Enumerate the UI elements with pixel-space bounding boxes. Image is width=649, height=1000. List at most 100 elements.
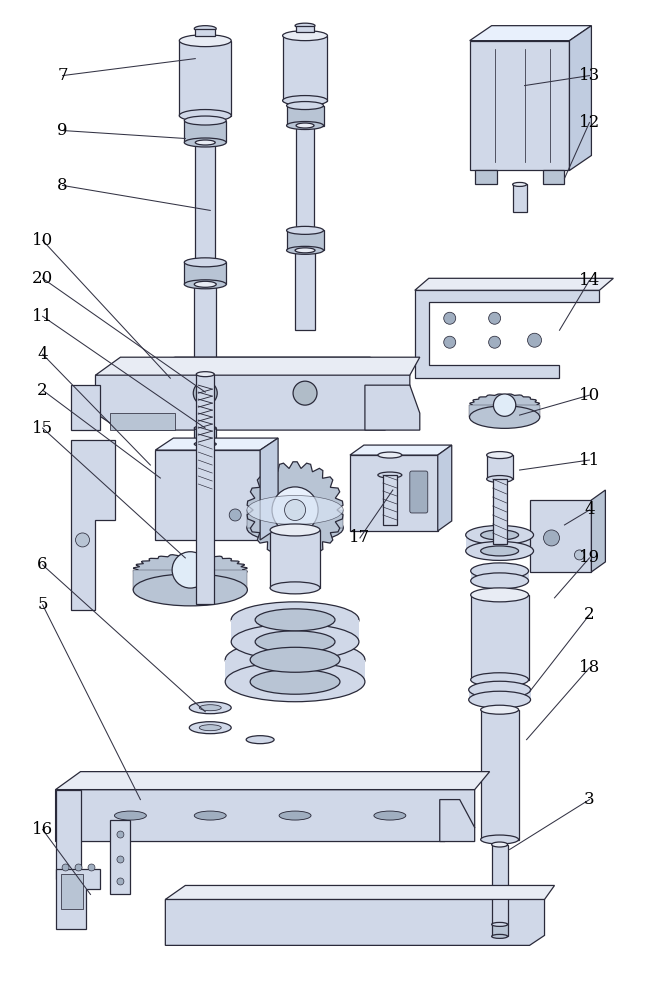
Ellipse shape bbox=[190, 722, 231, 734]
Text: 20: 20 bbox=[32, 270, 53, 287]
Ellipse shape bbox=[469, 406, 540, 428]
Bar bbox=[471, 571, 528, 581]
Polygon shape bbox=[134, 554, 247, 586]
Bar bbox=[296, 26, 314, 32]
FancyBboxPatch shape bbox=[410, 471, 428, 513]
Ellipse shape bbox=[133, 574, 247, 606]
Ellipse shape bbox=[247, 496, 343, 524]
Ellipse shape bbox=[492, 934, 508, 938]
Ellipse shape bbox=[487, 452, 513, 459]
Circle shape bbox=[229, 509, 241, 521]
Ellipse shape bbox=[471, 673, 528, 687]
Bar bbox=[530, 500, 591, 572]
Circle shape bbox=[62, 864, 69, 871]
Ellipse shape bbox=[246, 736, 274, 744]
Ellipse shape bbox=[179, 35, 231, 47]
Text: 13: 13 bbox=[579, 67, 600, 84]
Ellipse shape bbox=[481, 835, 519, 844]
Bar bbox=[179, 41, 231, 116]
Text: 5: 5 bbox=[38, 596, 48, 613]
Text: 2: 2 bbox=[584, 606, 594, 623]
Ellipse shape bbox=[282, 96, 328, 106]
Ellipse shape bbox=[295, 248, 315, 253]
Ellipse shape bbox=[194, 811, 227, 820]
Bar bbox=[487, 455, 513, 479]
Bar bbox=[194, 284, 216, 374]
Bar bbox=[350, 455, 438, 531]
Ellipse shape bbox=[194, 26, 216, 32]
Text: 4: 4 bbox=[37, 346, 48, 363]
Ellipse shape bbox=[378, 452, 402, 458]
Ellipse shape bbox=[231, 624, 359, 660]
Bar bbox=[378, 455, 402, 475]
Polygon shape bbox=[260, 438, 278, 540]
Polygon shape bbox=[110, 413, 175, 430]
Ellipse shape bbox=[247, 513, 343, 542]
Polygon shape bbox=[165, 899, 545, 945]
Circle shape bbox=[489, 336, 500, 348]
Text: 6: 6 bbox=[38, 556, 48, 573]
Circle shape bbox=[117, 856, 124, 863]
Bar bbox=[184, 121, 227, 142]
Polygon shape bbox=[438, 445, 452, 531]
Text: 11: 11 bbox=[579, 452, 600, 469]
Ellipse shape bbox=[194, 426, 216, 431]
Ellipse shape bbox=[250, 669, 340, 694]
Text: 9: 9 bbox=[57, 122, 67, 139]
Ellipse shape bbox=[190, 702, 231, 714]
Text: 16: 16 bbox=[32, 821, 53, 838]
Bar bbox=[282, 36, 328, 101]
Bar bbox=[231, 620, 359, 642]
Text: 18: 18 bbox=[579, 659, 600, 676]
Ellipse shape bbox=[194, 442, 216, 447]
Ellipse shape bbox=[378, 472, 402, 478]
Ellipse shape bbox=[184, 258, 227, 267]
Bar bbox=[470, 41, 569, 170]
Ellipse shape bbox=[492, 922, 508, 926]
Ellipse shape bbox=[487, 476, 513, 483]
Bar bbox=[474, 170, 496, 184]
Polygon shape bbox=[155, 438, 278, 450]
Ellipse shape bbox=[492, 842, 508, 847]
Text: 19: 19 bbox=[579, 549, 600, 566]
Polygon shape bbox=[165, 885, 554, 899]
Ellipse shape bbox=[195, 140, 215, 145]
Text: 14: 14 bbox=[579, 272, 600, 289]
Bar bbox=[60, 874, 82, 909]
Circle shape bbox=[574, 550, 585, 560]
Ellipse shape bbox=[295, 23, 315, 28]
Circle shape bbox=[493, 394, 516, 416]
Bar bbox=[383, 475, 397, 525]
Ellipse shape bbox=[374, 811, 406, 820]
Polygon shape bbox=[415, 290, 600, 378]
Ellipse shape bbox=[481, 530, 519, 540]
Circle shape bbox=[444, 312, 456, 324]
Polygon shape bbox=[56, 790, 80, 879]
Bar bbox=[513, 184, 526, 212]
Ellipse shape bbox=[287, 226, 323, 234]
Bar bbox=[543, 170, 565, 184]
Circle shape bbox=[489, 312, 500, 324]
Bar bbox=[196, 374, 214, 604]
Ellipse shape bbox=[466, 525, 533, 544]
Ellipse shape bbox=[270, 582, 320, 594]
Bar bbox=[195, 29, 215, 36]
Bar bbox=[469, 690, 531, 700]
Ellipse shape bbox=[225, 662, 365, 702]
Polygon shape bbox=[470, 26, 591, 41]
Ellipse shape bbox=[231, 602, 359, 638]
Polygon shape bbox=[440, 800, 474, 842]
Ellipse shape bbox=[279, 811, 311, 820]
Ellipse shape bbox=[481, 546, 519, 556]
Circle shape bbox=[117, 831, 124, 838]
Text: 2: 2 bbox=[37, 382, 48, 399]
Ellipse shape bbox=[199, 705, 221, 711]
Ellipse shape bbox=[255, 609, 335, 631]
Bar bbox=[133, 570, 247, 590]
Circle shape bbox=[272, 487, 318, 533]
Circle shape bbox=[528, 333, 541, 347]
Circle shape bbox=[193, 381, 217, 405]
Bar bbox=[466, 535, 533, 551]
Ellipse shape bbox=[184, 116, 227, 125]
Polygon shape bbox=[95, 357, 410, 430]
